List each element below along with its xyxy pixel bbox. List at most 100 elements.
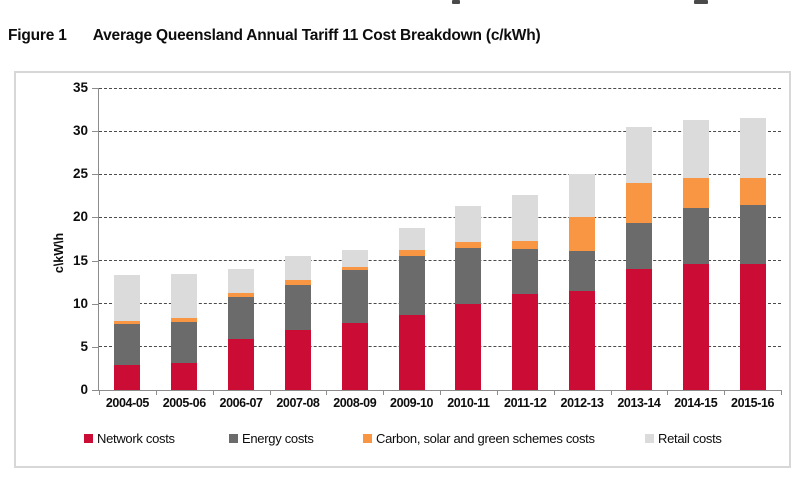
y-tick-label-35: 35 [72, 80, 88, 95]
legend-item-carbon: Carbon, solar and green schemes costs [363, 431, 595, 446]
bar-2008-09-carbon [341, 266, 368, 271]
y-tick-30 [92, 131, 98, 133]
y-tick-25 [92, 174, 98, 176]
x-label-2013-14: 2013-14 [617, 396, 661, 410]
bar-2007-08-retail [284, 256, 311, 281]
bar-2006-07-retail [228, 269, 255, 294]
bar-2005-06-carbon [171, 318, 198, 322]
bar-2006-07-network [228, 339, 255, 390]
y-tick-label-5: 5 [80, 338, 88, 354]
y-tick-0 [92, 390, 98, 391]
bar-2011-12-retail [512, 194, 539, 241]
bar-2013-14-retail [625, 126, 652, 183]
x-tick-1 [155, 391, 157, 395]
bar-2011-12-network [512, 294, 539, 390]
y-tick-label-25: 25 [72, 166, 88, 182]
chart-frame: c\kW\h 0 5 10 15 20 25 30 35 2004-05 2005-06 2006-… [14, 71, 791, 468]
gridline-35 [99, 87, 781, 89]
bar-2004-05-carbon [114, 320, 141, 324]
x-tick-5 [383, 391, 385, 395]
legend-item-energy: Energy costs [229, 431, 314, 446]
x-label-2006-07: 2006-07 [219, 396, 263, 410]
x-tick-0 [99, 391, 100, 395]
legend-swatch-icon [84, 434, 93, 443]
x-label-2009-10: 2009-10 [390, 396, 434, 410]
x-tick-9 [610, 391, 612, 395]
bar-2004-05-energy [114, 323, 141, 365]
x-tick-2 [212, 391, 214, 395]
bar-2014-15-network [682, 264, 709, 390]
bar-2013-14-energy [625, 223, 652, 270]
bar-2014-15-carbon [682, 177, 709, 208]
y-tick-20 [92, 217, 98, 219]
bar-2012-13-energy [569, 251, 596, 291]
gridline-30 [99, 130, 781, 132]
x-axis-line [98, 390, 782, 391]
bar-2008-09-network [341, 322, 368, 390]
bar-2008-09-retail [341, 250, 368, 267]
legend-label: Retail costs [658, 431, 722, 446]
bar-2007-08-energy [284, 284, 311, 330]
x-label-2015-16: 2015-16 [731, 396, 775, 410]
x-tick-7 [496, 391, 498, 395]
bar-2014-15-retail [682, 119, 709, 178]
bar-2009-10-energy [398, 256, 425, 315]
y-tick-label-0: 0 [80, 382, 88, 397]
bar-2015-16-carbon [739, 177, 766, 206]
cropped-text-artifact [452, 0, 460, 4]
bar-2010-11-network [455, 303, 482, 390]
x-tick-8 [553, 391, 555, 395]
x-label-2007-08: 2007-08 [276, 396, 320, 410]
gridline-5 [99, 346, 781, 348]
bar-2012-13-carbon [569, 217, 596, 252]
legend-swatch-icon [229, 434, 238, 443]
y-tick-15 [92, 260, 98, 262]
bar-2010-11-energy [455, 248, 482, 304]
bar-2009-10-carbon [398, 250, 425, 257]
bar-2015-16-retail [739, 118, 766, 178]
y-tick-label-10: 10 [72, 295, 88, 311]
x-tick-6 [440, 391, 441, 395]
bar-2005-06-energy [171, 321, 198, 364]
bar-2011-12-energy [512, 249, 539, 295]
bar-2005-06-retail [171, 273, 198, 319]
chart-legend: Network costs Energy costs Carbon, solar a… [16, 431, 793, 455]
bar-2006-07-carbon [228, 293, 255, 297]
x-label-2008-09: 2008-09 [333, 396, 377, 410]
bar-2007-08-network [284, 329, 311, 390]
bar-2012-13-network [569, 290, 596, 390]
legend-label: Carbon, solar and green schemes costs [376, 431, 595, 446]
figure-caption: Figure 1 Average Queensland Annual Tariff… [8, 27, 541, 45]
figure-title-text: Average Queensland Annual Tariff 11 Cost… [92, 27, 541, 44]
y-tick-label-15: 15 [72, 252, 88, 268]
bar-2004-05-network [114, 364, 141, 390]
bar-2015-16-energy [739, 205, 766, 265]
y-tick-label-20: 20 [72, 209, 88, 225]
gridline-20 [99, 216, 781, 218]
bar-2011-12-carbon [512, 240, 539, 250]
gridline-10 [99, 303, 781, 305]
figure-number: Figure 1 [8, 27, 67, 44]
cropped-text-artifact [694, 0, 708, 4]
bar-2012-13-retail [569, 174, 596, 218]
x-label-2014-15: 2014-15 [674, 396, 718, 410]
bar-2008-09-energy [341, 270, 368, 323]
x-label-2004-05: 2004-05 [105, 396, 149, 410]
bar-2004-05-retail [114, 275, 141, 321]
x-label-2012-13: 2012-13 [560, 396, 604, 410]
x-tick-10 [667, 391, 669, 395]
legend-item-retail: Retail costs [645, 431, 722, 446]
bar-2010-11-retail [455, 206, 482, 243]
x-label-2005-06: 2005-06 [162, 396, 206, 410]
x-tick-12 [781, 391, 782, 395]
bar-2014-15-energy [682, 207, 709, 264]
x-label-2011-12: 2011-12 [504, 396, 547, 410]
legend-item-network: Network costs [84, 431, 175, 446]
legend-swatch-icon [363, 434, 372, 443]
bar-2005-06-network [171, 363, 198, 390]
bar-2007-08-carbon [284, 280, 311, 285]
plot-area: c\kW\h 0 5 10 15 20 25 30 35 2004-05 2005-06 2006-… [52, 81, 782, 410]
legend-label: Energy costs [242, 431, 314, 446]
y-tick-5 [92, 346, 98, 348]
